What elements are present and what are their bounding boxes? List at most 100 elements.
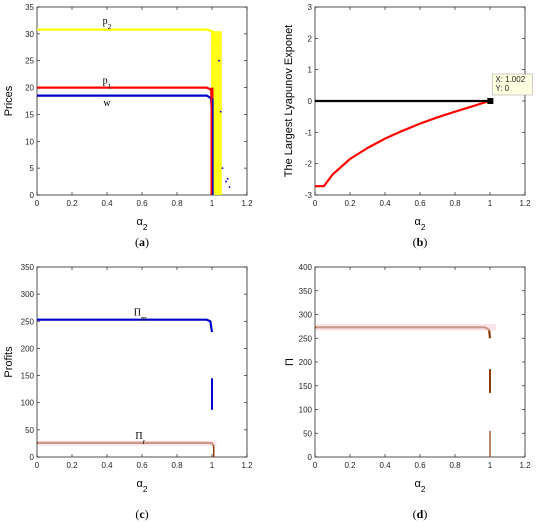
- x-tick-label: 1: [488, 199, 493, 208]
- x-tick-label: 0.4: [379, 461, 391, 470]
- y-tick-label: 1: [308, 66, 313, 75]
- scatter-point: [218, 59, 220, 62]
- chart-c: 0 0.2 0.4 0.6 0.8 1 1.2 0 50 100 150 200 250 300 350 Πm…: [3, 263, 253, 521]
- y-tick-label: 35: [25, 3, 34, 12]
- x-tick-label: 0: [313, 461, 318, 470]
- scatter-point: [221, 167, 224, 170]
- panel-caption: (c): [135, 507, 148, 521]
- y-tick-label: 100: [299, 406, 313, 415]
- y-tick-label: 30: [25, 30, 34, 39]
- scatter-point: [226, 177, 229, 180]
- x-tick-label: 0.6: [136, 199, 148, 208]
- y-tick-label: 100: [21, 399, 35, 408]
- datatip-box: [492, 73, 533, 96]
- p2-bifurcation-band: [211, 31, 222, 195]
- y-axis-label: Prices: [3, 85, 15, 116]
- y-tick-label: 200: [299, 358, 313, 367]
- y-tick-label: 25: [25, 57, 34, 66]
- scatter-point: [228, 186, 231, 188]
- datatip-x: X: 1.002: [495, 75, 525, 84]
- y-tick-label: 150: [299, 382, 313, 391]
- x-tick-label: 0: [313, 199, 318, 208]
- y-axis-label: Profits: [3, 346, 15, 378]
- x-tick-label: 1: [210, 199, 215, 208]
- x-tick-label: 0.2: [344, 461, 356, 470]
- x-tick-label: 0.6: [414, 461, 426, 470]
- x-tick-label: 1.2: [241, 461, 253, 470]
- y-tick-label: 0: [308, 97, 313, 106]
- y-tick-label: 0: [30, 191, 35, 200]
- x-tick-label: 0.8: [449, 461, 461, 470]
- datatip-marker: [487, 98, 494, 104]
- y-tick-label: 350: [299, 287, 313, 296]
- series-line: [315, 99, 491, 188]
- y-tick-label: 20: [25, 84, 34, 93]
- y-tick-label: -1: [305, 128, 313, 137]
- x-tick-label: 0.4: [101, 199, 113, 208]
- curve-label: p2: [103, 16, 112, 31]
- plot-area: [36, 266, 248, 458]
- x-tick-label: 1: [488, 461, 493, 470]
- y-tick-label: 50: [25, 426, 34, 435]
- y-tick-label: 15: [25, 110, 34, 119]
- chart-d: 0 0.2 0.4 0.6 0.8 1 1.2 0 50 100 150 200 250 300 350 40…: [284, 263, 531, 521]
- y-tick-label: -3: [305, 191, 313, 200]
- y-axis-label: Π: [284, 358, 296, 366]
- x-tick-label: 0.6: [414, 199, 426, 208]
- series-line: [37, 318, 214, 333]
- panel-caption: (a): [135, 235, 149, 249]
- x-tick-label: 0.8: [449, 199, 461, 208]
- pir-halo: [38, 440, 217, 446]
- y-tick-label: -2: [305, 160, 313, 169]
- y-tick-label: 250: [21, 317, 35, 326]
- curve-label: Πm: [134, 307, 147, 322]
- x-tick-label: 0: [35, 461, 40, 470]
- panel-caption: (d): [413, 507, 428, 521]
- y-tick-label: 300: [299, 311, 313, 320]
- x-tick-label: 0.4: [101, 461, 113, 470]
- datatip-y: Y: 0: [495, 84, 509, 93]
- y-tick-label: 50: [303, 429, 312, 438]
- y-tick-label: 300: [21, 290, 35, 299]
- y-tick-label: 400: [299, 263, 313, 272]
- plot-area: [314, 266, 526, 458]
- y-tick-label: 150: [21, 372, 35, 381]
- x-axis-label: α2: [415, 478, 426, 494]
- scatter-point: [225, 180, 227, 183]
- x-tick-label: 0: [35, 199, 40, 208]
- panel-caption: (b): [413, 235, 428, 249]
- x-axis-label: α2: [137, 216, 148, 232]
- chart-a: 0 0.2 0.4 0.6 0.8 1 1.2 0 5 10 15 20 25 30 35 p2 p1 w α2 Pr…: [3, 3, 253, 249]
- x-tick-label: 0.4: [379, 199, 391, 208]
- curve-label: Πr: [135, 431, 145, 446]
- x-axis-label: α2: [415, 216, 426, 232]
- x-tick-label: 0.2: [66, 199, 78, 208]
- y-tick-label: 2: [308, 34, 313, 43]
- x-tick-label: 0.2: [344, 199, 356, 208]
- x-tick-label: 1.2: [241, 199, 253, 208]
- x-tick-label: 0.2: [66, 461, 78, 470]
- y-tick-label: 5: [30, 164, 35, 173]
- x-axis-label: α2: [137, 478, 148, 494]
- curve-label: w: [103, 98, 111, 109]
- y-tick-label: 0: [30, 453, 35, 462]
- x-tick-label: 0.6: [136, 461, 148, 470]
- x-tick-label: 1.2: [519, 199, 531, 208]
- pi-halo: [316, 324, 497, 331]
- x-tick-label: 1.2: [519, 461, 531, 470]
- y-tick-label: 3: [308, 3, 313, 12]
- scatter-point: [219, 110, 222, 113]
- curve-label: p1: [103, 75, 112, 90]
- x-tick-label: 0.8: [171, 461, 183, 470]
- y-tick-label: 350: [21, 263, 35, 272]
- y-tick-label: 200: [21, 344, 35, 353]
- y-axis-label: The Largest Lyapunov Exponet: [283, 25, 295, 177]
- y-tick-label: 10: [25, 137, 34, 146]
- x-tick-label: 1: [210, 461, 215, 470]
- y-tick-label: 0: [308, 453, 313, 462]
- x-tick-label: 0.8: [171, 199, 183, 208]
- y-tick-label: 250: [299, 334, 313, 343]
